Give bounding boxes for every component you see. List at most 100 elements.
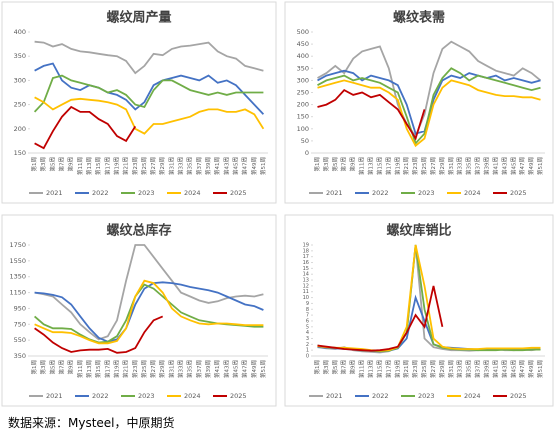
chart-title: 螺纹表需	[393, 10, 445, 26]
y-tick-label: 12	[303, 283, 309, 289]
series-line	[317, 285, 444, 352]
y-tick-label: 350	[14, 52, 26, 60]
x-tick-label: 第1周	[30, 360, 38, 375]
x-tick-label: 第29周	[438, 360, 446, 378]
x-tick-label: 第9周	[67, 360, 75, 375]
series-line	[33, 74, 264, 113]
y-tick-label: 200	[297, 101, 309, 109]
series-line	[34, 244, 264, 341]
x-tick-label: 第25周	[420, 157, 428, 175]
x-tick-label: 第37周	[474, 157, 482, 175]
y-tick-label: 1750	[9, 241, 26, 249]
y-tick-label: 300	[297, 76, 309, 84]
x-tick-label: 第5周	[331, 360, 339, 375]
x-tick-label: 第25周	[140, 157, 148, 175]
series-line	[317, 67, 541, 146]
x-tick-label: 第11周	[76, 360, 84, 378]
x-tick-label: 第31周	[167, 157, 175, 175]
x-tick-label: 第13周	[85, 157, 93, 175]
x-tick-label: 第15周	[94, 157, 102, 175]
legend-label: 2024	[184, 189, 201, 197]
x-tick-label: 第23周	[411, 360, 419, 378]
series-line	[317, 244, 541, 352]
x-tick-label: 第31周	[447, 157, 455, 175]
series-line	[34, 62, 265, 115]
x-tick-label: 第15周	[375, 360, 383, 378]
legend-label: 2023	[138, 392, 155, 400]
series-line	[317, 40, 542, 138]
x-tick-label: 第39周	[483, 157, 491, 175]
y-tick-label: 3	[306, 336, 309, 342]
x-tick-label: 第33周	[456, 157, 464, 175]
x-tick-label: 第19周	[393, 157, 401, 175]
legend-label: 2021	[326, 392, 343, 400]
x-tick-label: 第5周	[48, 157, 56, 172]
x-tick-label: 第47周	[518, 360, 526, 378]
y-tick-label: 1150	[9, 289, 26, 297]
chart-frame	[284, 214, 554, 407]
x-tick-label: 第5周	[331, 157, 339, 172]
x-tick-label: 第43周	[222, 157, 230, 175]
y-tick-label: 0	[305, 149, 309, 157]
x-tick-label: 第49周	[250, 157, 258, 175]
y-tick-label: 250	[14, 101, 26, 109]
legend-label: 2023	[418, 392, 435, 400]
y-tick-label: 200	[14, 125, 26, 133]
legend-label: 2025	[510, 189, 527, 197]
x-tick-label: 第1周	[313, 157, 321, 172]
series-line	[317, 244, 541, 353]
x-tick-label: 第45周	[509, 157, 517, 175]
x-tick-label: 第35周	[465, 157, 473, 175]
x-tick-label: 第27周	[149, 157, 157, 175]
y-tick-label: 250	[297, 89, 309, 97]
x-tick-label: 第11周	[358, 157, 366, 175]
x-tick-label: 第23周	[411, 157, 419, 175]
x-tick-label: 第15周	[94, 360, 102, 378]
x-tick-label: 第43周	[500, 360, 508, 378]
y-tick-label: 400	[297, 52, 309, 60]
legend-label: 2025	[230, 392, 247, 400]
x-tick-label: 第19周	[112, 360, 120, 378]
y-tick-label: 9	[306, 301, 309, 307]
x-tick-label: 第7周	[340, 157, 348, 172]
y-tick-label: 1	[306, 348, 309, 354]
y-tick-label: 100	[297, 125, 309, 133]
x-tick-label: 第45周	[231, 157, 239, 175]
legend-label: 2022	[92, 189, 109, 197]
legend-label: 2025	[510, 392, 527, 400]
footer: 数据来源：Mysteel，中原期货	[8, 416, 175, 430]
x-tick-label: 第3周	[39, 157, 47, 172]
x-tick-label: 第17周	[384, 360, 392, 378]
chart-frame	[1, 214, 277, 407]
x-tick-label: 第7周	[58, 157, 66, 172]
legend-label: 2021	[46, 392, 63, 400]
chart-frame	[1, 1, 277, 204]
x-tick-label: 第5周	[48, 360, 56, 375]
x-tick-label: 第9周	[67, 157, 75, 172]
chart-title: 螺纹周产量	[106, 10, 171, 26]
x-tick-label: 第41周	[491, 157, 499, 175]
x-tick-label: 第1周	[30, 157, 38, 172]
x-tick-label: 第37周	[195, 157, 203, 175]
x-tick-label: 第17周	[103, 157, 111, 175]
x-tick-label: 第27周	[429, 360, 437, 378]
x-tick-label: 第13周	[85, 360, 93, 378]
x-tick-label: 第27周	[149, 360, 157, 378]
series-line	[34, 283, 264, 344]
legend-label: 2021	[326, 189, 343, 197]
x-tick-label: 第49周	[250, 360, 258, 378]
series-line	[317, 88, 426, 141]
series-line	[34, 40, 264, 75]
x-tick-label: 第51周	[259, 360, 267, 378]
x-tick-label: 第3周	[322, 157, 330, 172]
x-tick-label: 第37周	[474, 360, 482, 378]
y-tick-label: 550	[14, 336, 26, 344]
y-tick-label: 300	[14, 76, 26, 84]
y-tick-label: 450	[297, 40, 309, 48]
y-tick-label: 950	[14, 304, 26, 312]
x-tick-label: 第19周	[112, 157, 120, 175]
y-tick-label: 10	[303, 295, 309, 301]
legend-label: 2022	[372, 189, 389, 197]
